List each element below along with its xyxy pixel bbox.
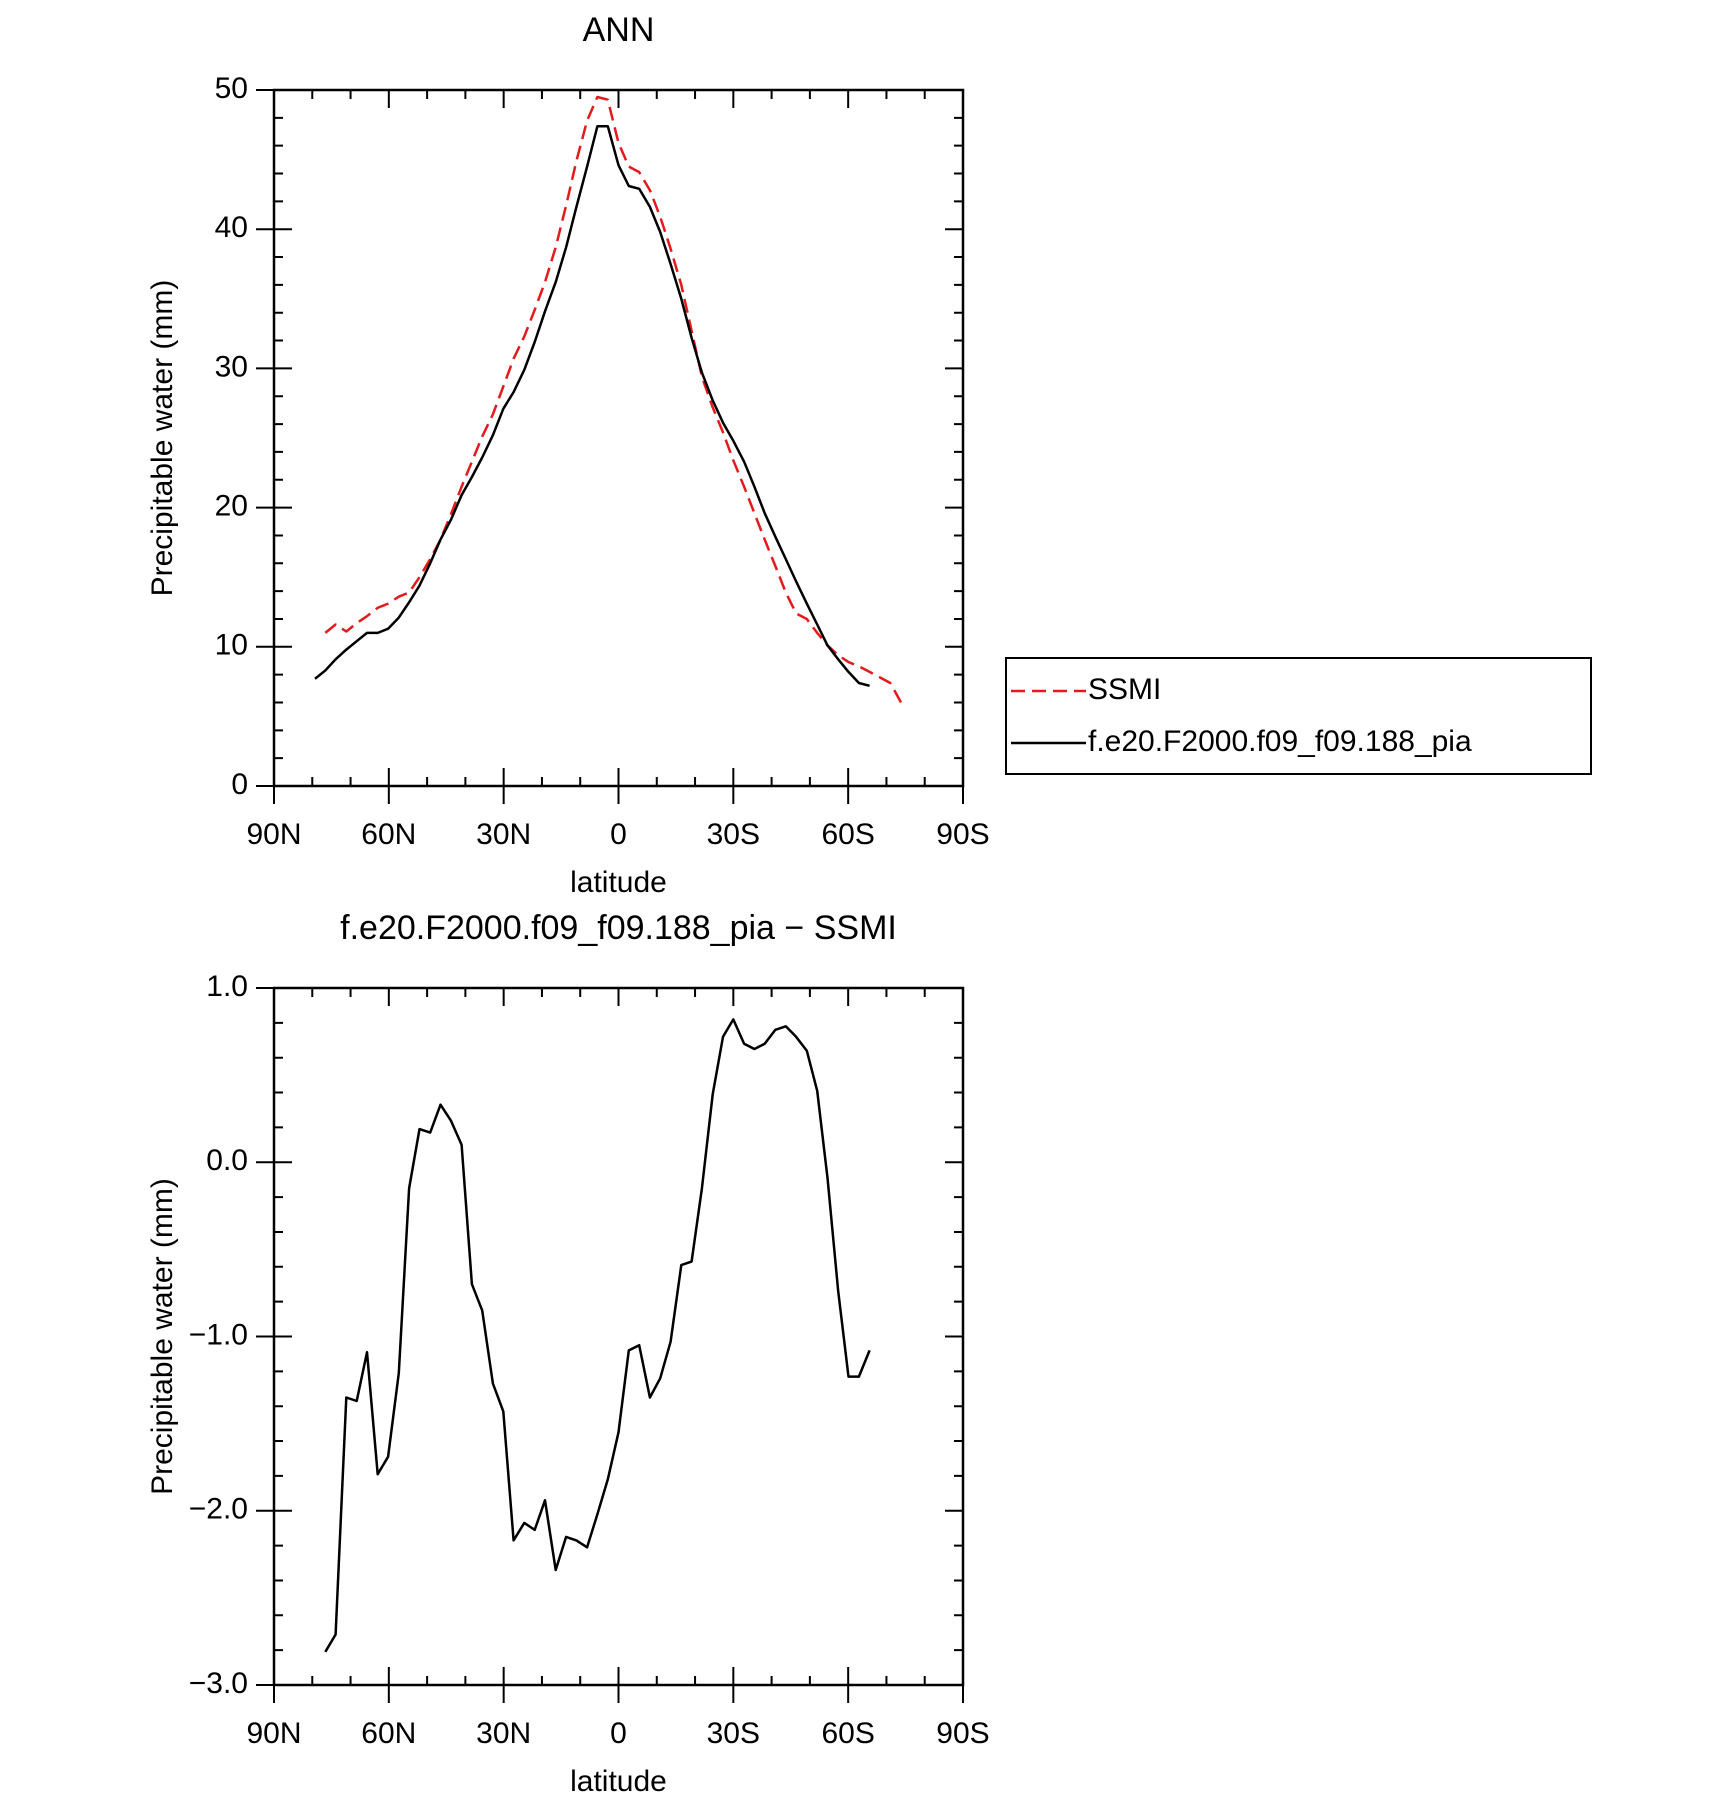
- y-tick-label: −1.0: [189, 1318, 248, 1351]
- y-tick-label: 1.0: [206, 970, 248, 1003]
- legend-label: f.e20.F2000.f09_f09.188_pia: [1088, 725, 1472, 758]
- y-tick-label: 30: [215, 350, 248, 383]
- legend-box: [1005, 657, 1592, 775]
- y-tick-label: 20: [215, 490, 248, 523]
- x-tick-label: 0: [610, 1717, 627, 1750]
- plot-frame: [272, 986, 965, 1687]
- x-tick-label: 0: [610, 818, 627, 851]
- y-tick-label: −2.0: [189, 1493, 248, 1526]
- y-axis-label: Precipitable water (mm): [146, 280, 179, 597]
- y-tick-label: 50: [215, 72, 248, 105]
- y-tick-label: 10: [215, 629, 248, 662]
- x-tick-label: 90N: [246, 1717, 301, 1750]
- data-line: [324, 1018, 871, 1653]
- x-tick-label: 90S: [936, 818, 989, 851]
- x-tick-label: 30S: [707, 818, 760, 851]
- y-tick-label: −3.0: [189, 1667, 248, 1700]
- x-tick-label: 60N: [361, 818, 416, 851]
- y-tick-label: 40: [215, 211, 248, 244]
- data-line: [324, 95, 903, 705]
- x-tick-label: 90S: [936, 1717, 989, 1750]
- x-tick-label: 60S: [821, 1717, 874, 1750]
- y-tick-label: 0.0: [206, 1144, 248, 1177]
- y-tick-label: 0: [231, 768, 248, 801]
- x-tick-label: 90N: [246, 818, 301, 851]
- chart-title: f.e20.F2000.f09_f09.188_pia − SSMI: [340, 909, 897, 947]
- x-tick-label: 60S: [821, 818, 874, 851]
- chart-title: ANN: [583, 11, 655, 49]
- x-axis-label: latitude: [570, 1765, 667, 1798]
- legend-label: SSMI: [1088, 673, 1161, 706]
- x-tick-label: 30N: [476, 1717, 531, 1750]
- x-tick-label: 30S: [707, 1717, 760, 1750]
- x-axis-label: latitude: [570, 866, 667, 899]
- x-tick-label: 60N: [361, 1717, 416, 1750]
- y-axis-label: Precipitable water (mm): [146, 1178, 179, 1495]
- plot-frame: [272, 88, 965, 788]
- data-line: [314, 124, 870, 688]
- x-tick-label: 30N: [476, 818, 531, 851]
